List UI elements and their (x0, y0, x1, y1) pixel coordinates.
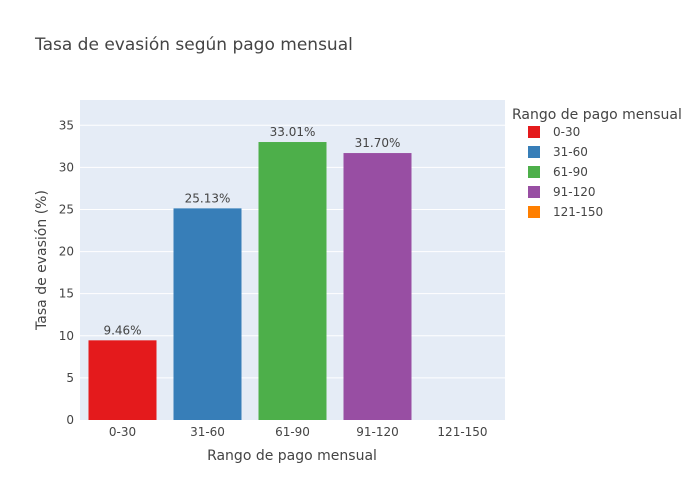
data-label-0-30: 9.46% (103, 323, 141, 337)
legend-item-61-90[interactable]: 61-90 (553, 165, 588, 179)
y-axis-ticks: 0 5 10 15 20 25 30 35 (59, 118, 74, 427)
y-tick-label: 35 (59, 118, 74, 132)
y-tick-label: 5 (66, 371, 74, 385)
legend-item-0-30[interactable]: 0-30 (553, 125, 580, 139)
x-axis-title: Rango de pago mensual (207, 448, 377, 464)
bar-31-60 (173, 208, 242, 420)
x-tick-label-91-120: 91-120 (356, 425, 399, 439)
y-tick-label: 15 (59, 287, 74, 301)
x-tick-label-31-60: 31-60 (190, 425, 225, 439)
data-label-91-120: 31.70% (355, 136, 401, 150)
legend-swatch-91-120[interactable] (528, 186, 540, 198)
legend-swatch-121-150[interactable] (528, 206, 540, 218)
legend-title: Rango de pago mensual (512, 107, 682, 123)
y-tick-label: 30 (59, 160, 74, 174)
legend-item-91-120[interactable]: 91-120 (553, 185, 596, 199)
legend-swatch-31-60[interactable] (528, 146, 540, 158)
y-tick-label: 10 (59, 329, 74, 343)
legend-item-31-60[interactable]: 31-60 (553, 145, 588, 159)
bar-61-90 (258, 142, 327, 420)
y-tick-label: 20 (59, 245, 74, 259)
data-labels: 9.46% 25.13% 33.01% 31.70% (103, 125, 400, 337)
y-axis-title: Tasa de evasión (%) (34, 190, 50, 331)
data-label-31-60: 25.13% (185, 191, 231, 205)
bars (88, 142, 412, 421)
data-label-61-90: 33.01% (270, 125, 316, 139)
legend-swatch-0-30[interactable] (528, 126, 540, 138)
legend-swatch-61-90[interactable] (528, 166, 540, 178)
x-tick-label-61-90: 61-90 (275, 425, 310, 439)
x-tick-label-0-30: 0-30 (109, 425, 136, 439)
y-tick-label: 25 (59, 202, 74, 216)
bar-0-30 (88, 340, 157, 420)
legend-item-121-150[interactable]: 121-150 (553, 205, 603, 219)
y-tick-label: 0 (66, 413, 74, 427)
bar-91-120 (343, 153, 412, 421)
chart-title: Tasa de evasión según pago mensual (34, 35, 353, 55)
x-tick-label-121-150: 121-150 (437, 425, 487, 439)
legend: Rango de pago mensual 0-30 31-60 61-90 91-1… (512, 107, 682, 219)
legend-items: 0-30 31-60 61-90 91-120 121-150 (528, 125, 603, 219)
x-axis-ticks: 0-30 31-60 61-90 91-120 121-150 (109, 425, 488, 439)
